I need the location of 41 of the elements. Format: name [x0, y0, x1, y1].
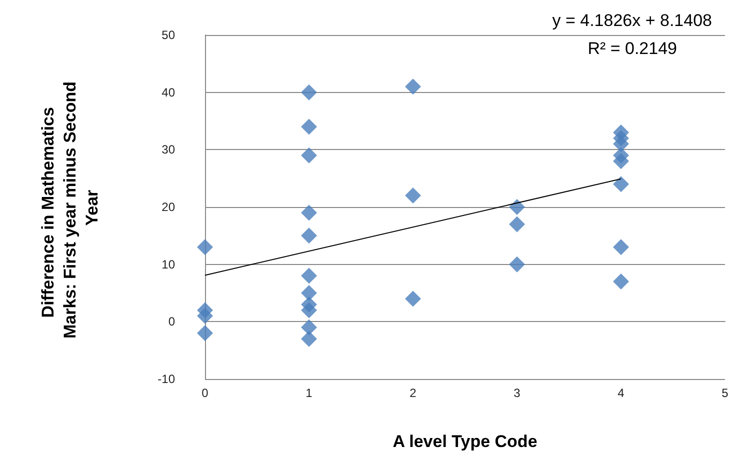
- point: [301, 147, 317, 164]
- y-tick-label: 40: [162, 85, 176, 100]
- point: [301, 84, 317, 100]
- x-tick-label: 0: [202, 386, 209, 400]
- point: [301, 285, 317, 301]
- point: [509, 216, 525, 232]
- point: [405, 78, 421, 95]
- point: [301, 204, 317, 221]
- point: [613, 176, 629, 192]
- y-tick-label: 20: [162, 200, 176, 214]
- point: [301, 319, 317, 336]
- y-tick-label: 50: [162, 28, 176, 42]
- point: [613, 239, 629, 256]
- point: [301, 228, 317, 244]
- point: [197, 308, 213, 324]
- point: [405, 188, 421, 204]
- point: [509, 199, 525, 215]
- text: y = 4.1826x + 8.1408: [552, 11, 712, 30]
- y-tick-label: 30: [162, 142, 176, 157]
- point: [405, 290, 421, 307]
- point: [509, 256, 525, 272]
- point: [301, 268, 317, 284]
- x-axis-title: A level Type Code: [392, 432, 538, 451]
- point: [197, 325, 213, 342]
- x-tick-label: 1: [306, 386, 313, 400]
- y-tick-label: -10: [158, 372, 176, 386]
- x-tick-label: 3: [514, 386, 521, 400]
- y-axis-title: Difference in Mathematics Marks: First year minus Second Year: [38, 82, 102, 338]
- annotation: R² = 0.2149: [588, 39, 678, 58]
- point: [197, 239, 213, 256]
- y-tick-label: 10: [162, 257, 176, 272]
- x-tick-label: 2: [410, 386, 417, 400]
- point: [301, 302, 317, 318]
- point: [301, 330, 317, 347]
- point: [613, 274, 629, 290]
- point: [613, 153, 629, 170]
- point: [613, 136, 629, 152]
- x-tick-label: 5: [722, 386, 729, 400]
- y-tick-label: 0: [168, 314, 176, 329]
- x-tick-label: 4: [618, 386, 625, 400]
- point: [301, 118, 317, 135]
